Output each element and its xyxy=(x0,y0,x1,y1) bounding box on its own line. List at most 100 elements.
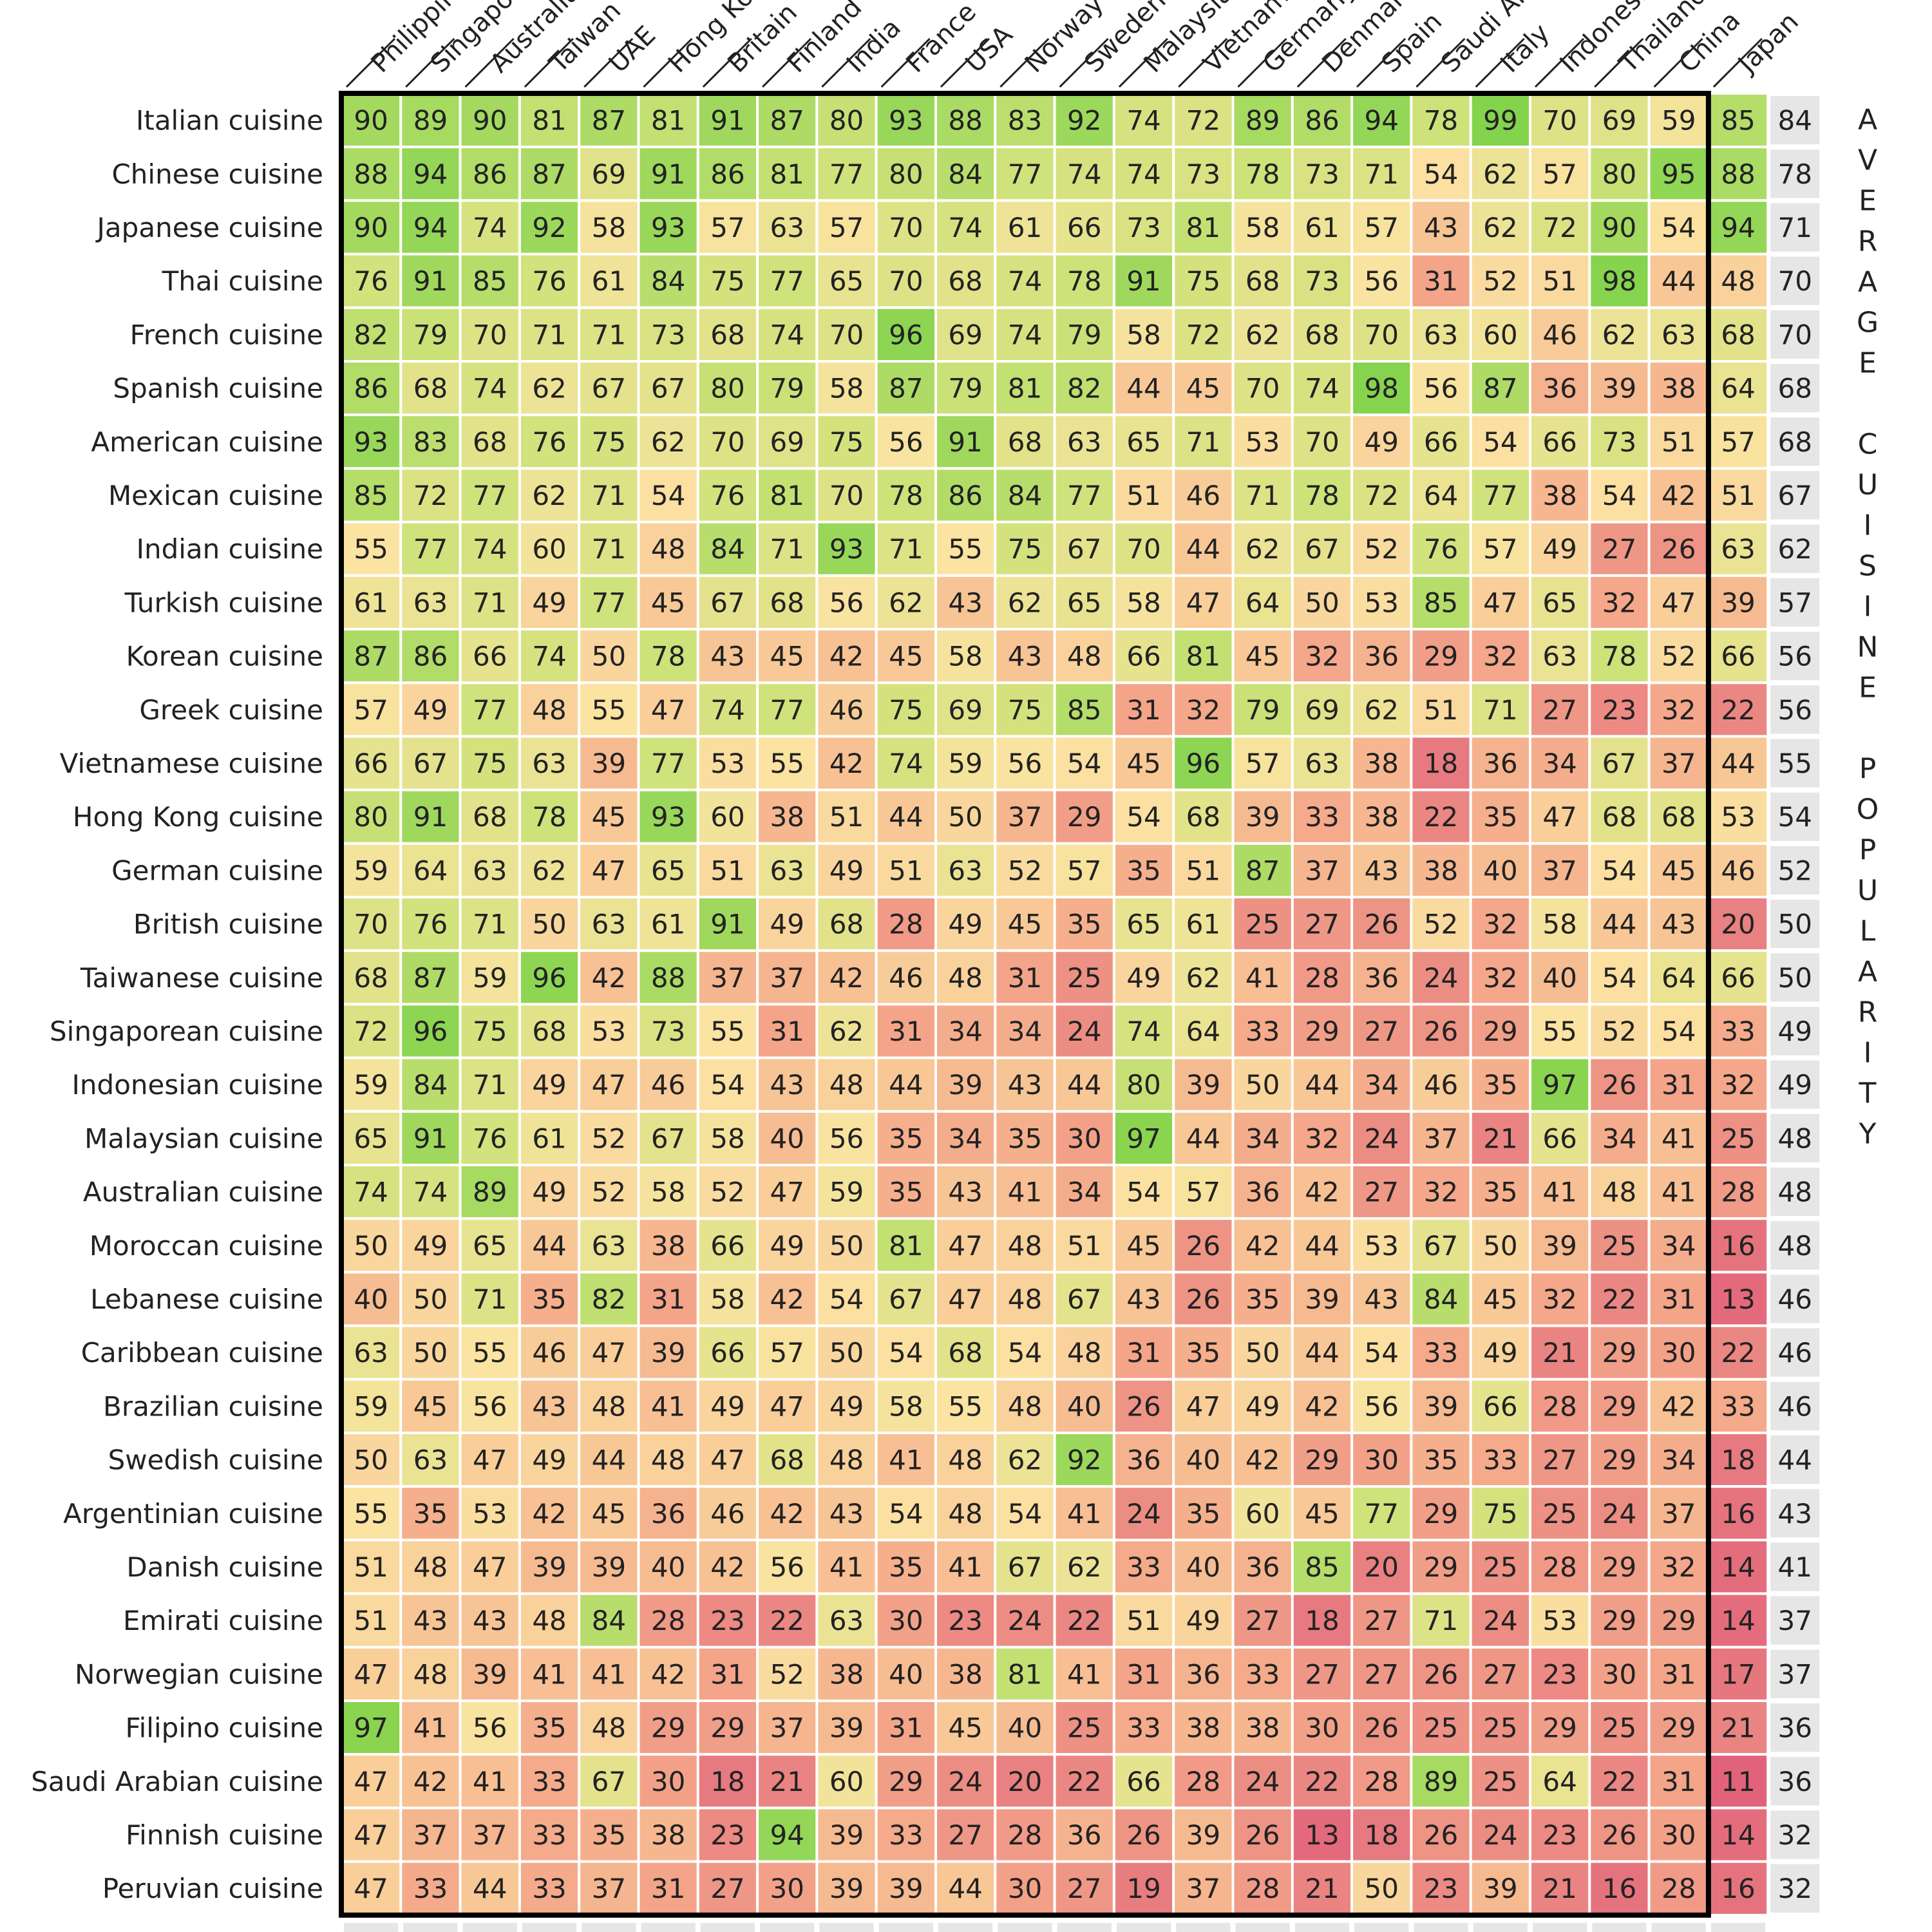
cell-value-label: 31 xyxy=(710,1658,744,1690)
cell-value-label: 52 xyxy=(1483,265,1517,297)
cell-value-label: 27 xyxy=(1542,1444,1577,1476)
cell-value-label: 25 xyxy=(1067,1712,1101,1744)
cell-value-label: 65 xyxy=(1542,587,1577,618)
heatmap-cell xyxy=(1469,360,1531,417)
column-average-cell xyxy=(1294,1922,1350,1932)
cell-value-label: 61 xyxy=(354,587,388,618)
cell-value-label: 74 xyxy=(1305,373,1339,404)
cell-value-label: 93 xyxy=(651,801,685,833)
cell-value-label: 17 xyxy=(1721,1658,1755,1690)
cell-value-label: 29 xyxy=(1542,1712,1577,1744)
heatmap-cell xyxy=(1291,520,1354,577)
heatmap-cell xyxy=(994,252,1056,309)
heatmap-cell xyxy=(875,92,937,149)
column-average-row: 6766655757575656555554545353535047464646… xyxy=(344,1922,1766,1932)
cell-value-label: 72 xyxy=(1542,212,1577,243)
heatmap-cell xyxy=(518,1217,581,1274)
heatmap-cell xyxy=(1469,146,1531,202)
cell-value-label: 71 xyxy=(532,319,566,350)
cell-value-label: 37 xyxy=(1186,1873,1220,1904)
cell-value-label: 52 xyxy=(710,1177,744,1208)
column-average-cell xyxy=(1651,1922,1706,1932)
heatmap-cell xyxy=(637,735,699,791)
cell-value-label: 65 xyxy=(354,1122,388,1154)
cell-value-label: 54 xyxy=(1602,480,1636,511)
cell-value-label: 29 xyxy=(1067,801,1101,833)
cell-value-label: 95 xyxy=(1662,158,1696,190)
cell-value-label: 48 xyxy=(948,962,982,994)
cell-value-label: 84 xyxy=(1008,480,1042,511)
heatmap-cell xyxy=(1350,146,1413,202)
cell-value-label: 57 xyxy=(354,694,388,726)
cell-value-label: 25 xyxy=(1245,909,1280,940)
cell-value-label: 34 xyxy=(948,1122,982,1154)
cell-value-label: 28 xyxy=(1305,962,1339,994)
cell-value-label: 67 xyxy=(1067,533,1101,565)
heatmap-cell xyxy=(399,199,462,256)
heatmap-cell xyxy=(696,1645,759,1703)
cell-value-label: 36 xyxy=(1542,373,1577,404)
cell-value-label: 74 xyxy=(710,694,744,726)
heatmap-cell xyxy=(518,1860,581,1917)
cell-value-label: 36 xyxy=(1245,1177,1280,1208)
heatmap-cell xyxy=(934,199,997,256)
cell-value-label: 63 xyxy=(473,855,507,886)
row-label: Italian cuisine xyxy=(136,105,323,137)
cell-value-label: 55 xyxy=(770,748,804,779)
row-label: Indonesian cuisine xyxy=(72,1069,323,1101)
cell-value-label: 49 xyxy=(1542,533,1577,565)
heatmap-cell xyxy=(1112,413,1175,470)
cell-value-label: 68 xyxy=(948,1337,982,1368)
cell-value-label: 16 xyxy=(1602,1873,1636,1904)
cell-value-label: 86 xyxy=(948,480,982,511)
cell-value-label: 68 xyxy=(1245,265,1280,297)
cell-value-label: 52 xyxy=(1662,641,1696,672)
heatmap-cell xyxy=(1291,413,1354,470)
heatmap-cell xyxy=(1172,1539,1235,1595)
cell-value-label: 46 xyxy=(1542,319,1577,350)
cell-value-label: 51 xyxy=(1067,1230,1101,1262)
row-average-value: 41 xyxy=(1777,1551,1812,1583)
cell-value-label: 69 xyxy=(948,694,982,726)
heatmap-cell xyxy=(994,306,1056,363)
cell-value-label: 35 xyxy=(1186,1337,1220,1368)
cell-value-label: 53 xyxy=(592,1016,626,1047)
cell-value-label: 36 xyxy=(1365,641,1399,672)
cell-value-label: 89 xyxy=(413,105,448,137)
heatmap-cell xyxy=(756,788,819,845)
cell-value-label: 43 xyxy=(948,1177,982,1208)
cell-value-label: 36 xyxy=(1067,1819,1101,1851)
heatmap-cell xyxy=(518,1753,581,1810)
heatmap-cell xyxy=(1707,146,1770,202)
cell-value-label: 79 xyxy=(1067,319,1101,350)
heatmap-cell xyxy=(340,146,402,202)
cell-value-label: 39 xyxy=(1483,1873,1517,1904)
cell-value-label: 77 xyxy=(770,265,804,297)
cell-value-label: 98 xyxy=(1365,373,1399,404)
heatmap-cell xyxy=(934,574,997,630)
cell-value-label: 62 xyxy=(532,480,566,511)
cell-value-label: 39 xyxy=(651,1337,685,1368)
cell-value-label: 45 xyxy=(413,1390,448,1422)
heatmap-cell xyxy=(1172,1056,1235,1113)
cell-value-label: 56 xyxy=(473,1390,507,1422)
heatmap-cell xyxy=(1529,1164,1591,1220)
heatmap-cell xyxy=(340,1645,402,1703)
cell-value-label: 88 xyxy=(651,962,685,994)
cell-value-label: 23 xyxy=(1424,1873,1458,1904)
cell-value-label: 57 xyxy=(1245,748,1280,779)
heatmap-cell xyxy=(934,788,997,845)
row-label: Chinese cuisine xyxy=(111,158,323,190)
cell-value-label: 39 xyxy=(1602,373,1636,404)
cell-value-label: 85 xyxy=(1721,105,1755,137)
cell-value-label: 43 xyxy=(1126,1283,1160,1315)
cell-value-label: 40 xyxy=(889,1658,923,1690)
cell-value-label: 91 xyxy=(413,265,448,297)
heatmap-cell xyxy=(1053,1164,1115,1220)
heatmap-cell xyxy=(1529,1217,1591,1274)
column-label-tick xyxy=(821,37,871,88)
heatmap-cell xyxy=(1350,467,1413,524)
heatmap-cell xyxy=(994,788,1056,845)
row-average-value: 46 xyxy=(1777,1283,1812,1315)
cell-value-label: 76 xyxy=(532,426,566,458)
